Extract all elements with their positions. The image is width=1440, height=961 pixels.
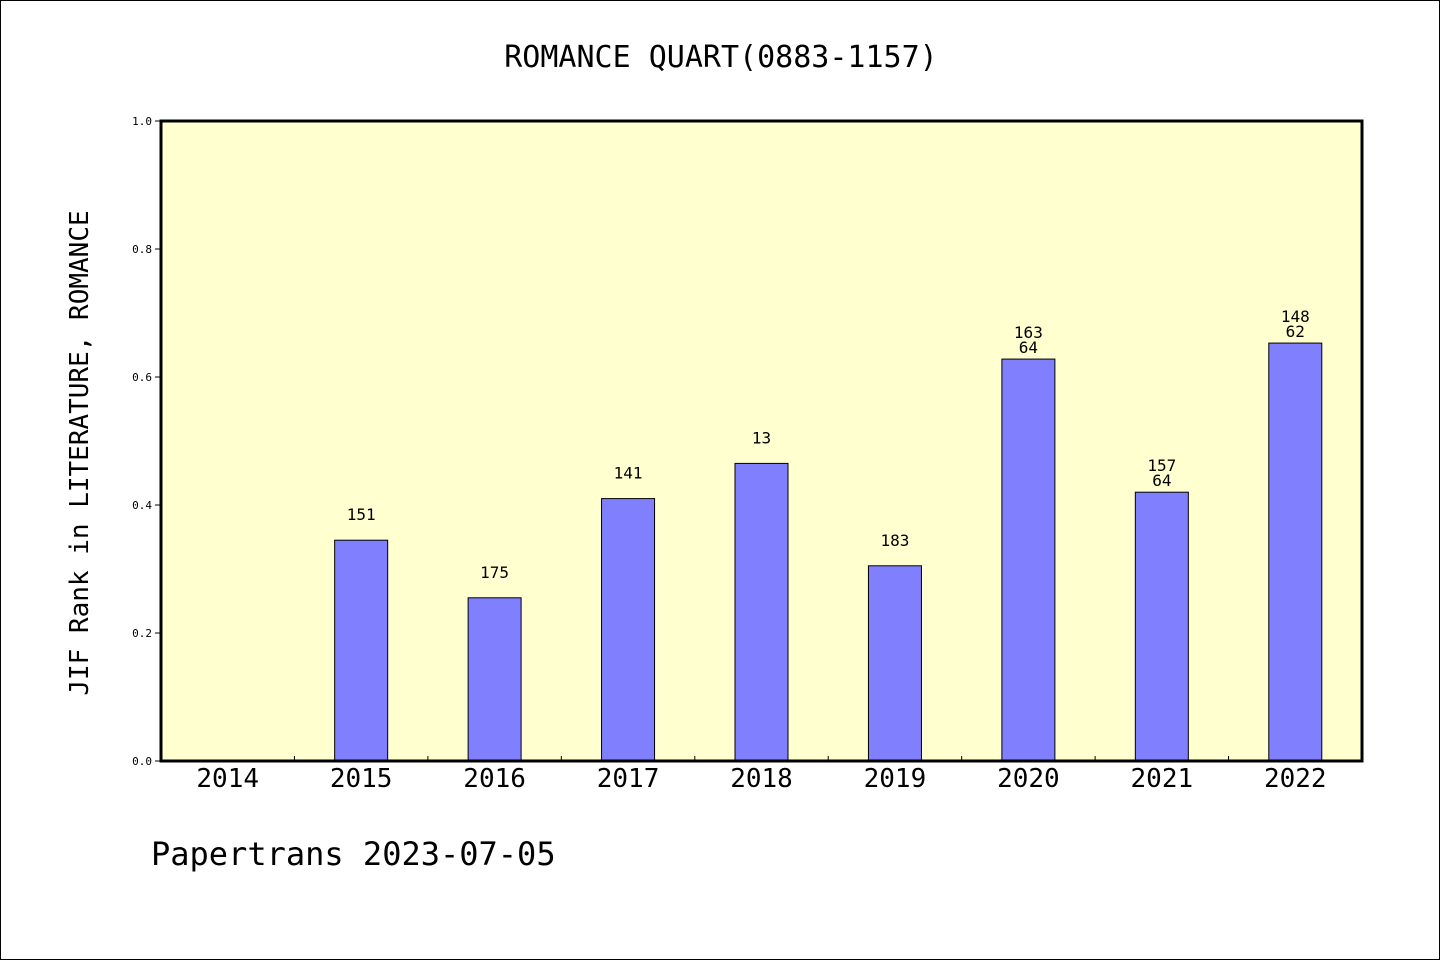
bar-label-2021-0: 157 xyxy=(1147,456,1176,475)
y-axis: 0.0 0.2 0.4 0.6 0.8 1.0 xyxy=(132,115,161,768)
y-tick-label-0.4: 0.4 xyxy=(132,499,152,512)
x-tick-label-2015: 2015 xyxy=(330,764,393,794)
bar-2016 xyxy=(467,597,522,762)
bar-label-2020-1: 64 xyxy=(1019,338,1038,357)
bar-2020 xyxy=(1001,358,1056,762)
x-tick-label-2016: 2016 xyxy=(463,764,526,794)
bar-2022 xyxy=(1268,342,1323,762)
y-tick-label-0.6: 0.6 xyxy=(132,371,152,384)
bar-label-2015-0: 151 xyxy=(347,505,376,524)
bar-2019 xyxy=(867,565,922,762)
plot-frame xyxy=(159,119,1364,763)
bar-2018 xyxy=(734,462,789,762)
bar-label-2021-1: 64 xyxy=(1152,471,1171,490)
y-tick-label-0.8: 0.8 xyxy=(132,243,152,256)
footer-watermark: Papertrans 2023-07-05 xyxy=(151,835,556,873)
x-tick-label-2022: 2022 xyxy=(1264,764,1327,794)
x-tick-label-2021: 2021 xyxy=(1131,764,1194,794)
bar-label-2019-0: 183 xyxy=(880,531,909,550)
x-tick-label-2019: 2019 xyxy=(864,764,927,794)
bar-label-2022-0: 148 xyxy=(1281,307,1310,326)
x-tick-label-2017: 2017 xyxy=(597,764,660,794)
bar-2021 xyxy=(1134,491,1189,762)
chart-title: ROMANCE QUART(0883-1157) xyxy=(504,40,937,75)
bar-2017 xyxy=(601,498,656,762)
bar-label-2016-0: 175 xyxy=(480,563,509,582)
x-tick-label-2018: 2018 xyxy=(730,764,793,794)
y-tick-label-0.0: 0.0 xyxy=(132,755,152,768)
bar-label-2020-0: 163 xyxy=(1014,323,1043,342)
bar-series xyxy=(334,342,1323,762)
y-tick-label-1.0: 1.0 xyxy=(132,115,152,128)
bar-label-2022-1: 62 xyxy=(1286,322,1305,341)
y-tick-label-0.2: 0.2 xyxy=(132,627,152,640)
x-tick-label-2014: 2014 xyxy=(196,764,259,794)
x-axis: 2014 2015 2016 2017 2018 2019 2020 2021 2022 xyxy=(196,756,1327,794)
y-axis-label: JIF Rank in LITERATURE, ROMANCE xyxy=(65,210,95,695)
x-tick-label-2020: 2020 xyxy=(997,764,1060,794)
bar-label-2018-0: 13 xyxy=(752,428,771,447)
bar-label-2017-0: 141 xyxy=(614,464,643,483)
bar-2015 xyxy=(334,539,389,762)
